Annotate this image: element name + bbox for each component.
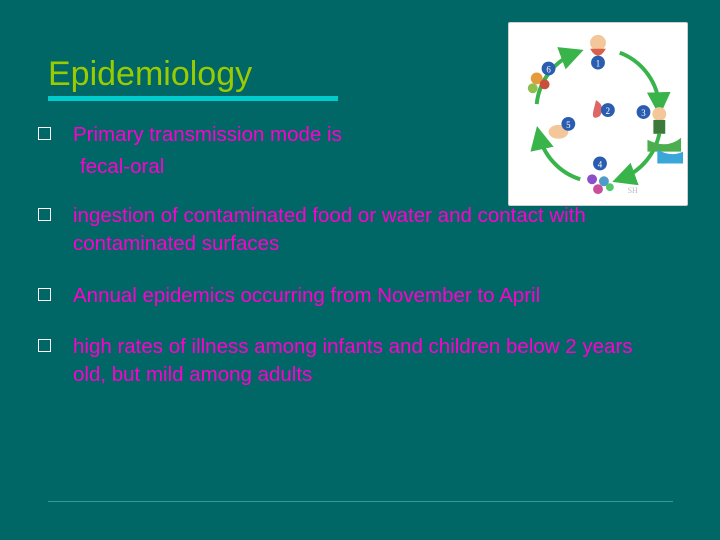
title-underline: [48, 96, 338, 101]
bullet-text: ingestion of contaminated food or water …: [73, 202, 633, 257]
svg-text:1: 1: [596, 59, 600, 69]
svg-text:6: 6: [546, 64, 551, 74]
list-item: ingestion of contaminated food or water …: [40, 202, 680, 257]
bullet-text: high rates of illness among infants and …: [73, 333, 633, 388]
bullet-box-icon: [38, 339, 51, 352]
svg-text:4: 4: [598, 159, 603, 169]
svg-text:2: 2: [606, 106, 610, 116]
bullet-text: Primary transmission mode is: [73, 121, 342, 149]
list-item: high rates of illness among infants and …: [40, 333, 680, 388]
list-item: Annual epidemics occurring from November…: [40, 282, 680, 310]
svg-text:3: 3: [641, 108, 646, 118]
svg-text:SH: SH: [628, 186, 638, 195]
bullet-box-icon: [38, 208, 51, 221]
svg-text:5: 5: [566, 120, 571, 130]
bullet-text: Annual epidemics occurring from November…: [73, 282, 540, 310]
bullet-box-icon: [38, 127, 51, 140]
fecal-oral-cycle-diagram: 1 2 3 4 5 6 SH: [508, 22, 688, 206]
bullet-box-icon: [38, 288, 51, 301]
footer-divider: [48, 501, 673, 502]
slide: 1 2 3 4 5 6 SH Epidemiology Primary tran…: [0, 0, 720, 540]
